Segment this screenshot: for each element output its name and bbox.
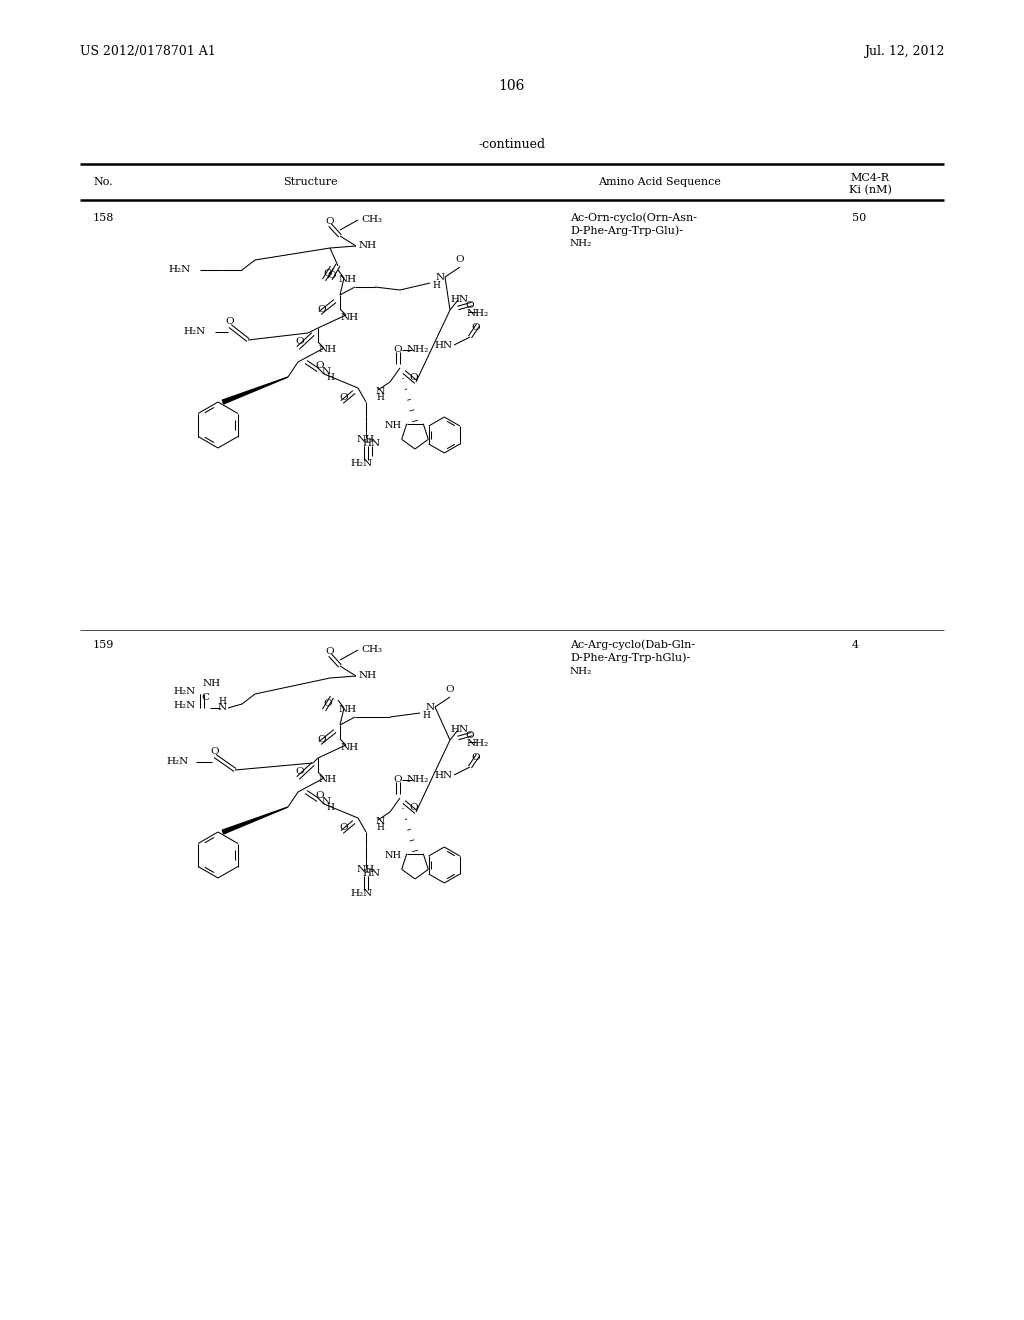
Text: N: N — [322, 367, 331, 376]
Text: 106: 106 — [499, 79, 525, 92]
Text: H: H — [376, 393, 384, 403]
Text: NH: NH — [203, 680, 221, 689]
Text: O: O — [326, 216, 334, 226]
Text: NH₂: NH₂ — [467, 309, 489, 318]
Text: H: H — [432, 281, 440, 289]
Text: NH: NH — [357, 436, 375, 445]
Text: NH₂: NH₂ — [570, 239, 592, 248]
Text: O: O — [315, 792, 325, 800]
Polygon shape — [222, 378, 288, 404]
Text: H₂N: H₂N — [351, 890, 373, 899]
Text: N: N — [435, 272, 444, 281]
Text: NH: NH — [341, 313, 359, 322]
Text: H: H — [326, 804, 334, 813]
Text: NH: NH — [384, 850, 401, 859]
Text: H: H — [218, 697, 226, 705]
Text: O: O — [324, 700, 333, 709]
Text: HN: HN — [435, 771, 453, 780]
Text: NH₂: NH₂ — [467, 739, 489, 748]
Text: O: O — [324, 269, 333, 279]
Text: O: O — [211, 747, 219, 756]
Polygon shape — [222, 807, 288, 834]
Text: No.: No. — [93, 177, 113, 187]
Text: O: O — [410, 804, 419, 813]
Text: H₂N: H₂N — [167, 758, 189, 767]
Text: O: O — [466, 731, 474, 741]
Text: Amino Acid Sequence: Amino Acid Sequence — [599, 177, 722, 187]
Text: HN: HN — [362, 870, 381, 879]
Text: US 2012/0178701 A1: US 2012/0178701 A1 — [80, 45, 216, 58]
Text: MC4-R: MC4-R — [851, 173, 890, 183]
Text: O: O — [317, 734, 327, 743]
Text: Ac-Arg-cyclo(Dab-Gln-: Ac-Arg-cyclo(Dab-Gln- — [570, 640, 695, 651]
Text: O: O — [317, 305, 327, 314]
Text: NH: NH — [318, 776, 337, 784]
Text: 4: 4 — [852, 640, 859, 649]
Text: D-Phe-Arg-Trp-hGlu)-: D-Phe-Arg-Trp-hGlu)- — [570, 652, 690, 663]
Text: NH: NH — [339, 705, 357, 714]
Text: HN: HN — [451, 296, 469, 305]
Text: Structure: Structure — [283, 177, 337, 187]
Text: O: O — [296, 338, 304, 346]
Text: NH: NH — [357, 866, 375, 874]
Text: H: H — [422, 710, 430, 719]
Text: NH₂: NH₂ — [570, 667, 592, 676]
Text: 158: 158 — [93, 213, 115, 223]
Text: O: O — [393, 346, 402, 355]
Text: H₂N: H₂N — [169, 265, 191, 275]
Text: Jul. 12, 2012: Jul. 12, 2012 — [863, 45, 944, 58]
Text: NH: NH — [341, 742, 359, 751]
Text: H₂N: H₂N — [174, 688, 197, 697]
Text: H₂N: H₂N — [174, 701, 197, 710]
Text: HN: HN — [435, 341, 453, 350]
Text: H₂N: H₂N — [184, 327, 206, 337]
Text: -continued: -continued — [478, 139, 546, 152]
Text: NH: NH — [384, 421, 401, 429]
Text: O: O — [393, 776, 402, 784]
Text: O: O — [296, 767, 304, 776]
Text: O: O — [340, 393, 348, 403]
Text: HN: HN — [362, 440, 381, 449]
Text: 50: 50 — [852, 213, 866, 223]
Text: NH: NH — [318, 346, 337, 355]
Text: H: H — [326, 374, 334, 383]
Text: O: O — [326, 647, 334, 656]
Text: O: O — [315, 362, 325, 371]
Text: O: O — [328, 272, 336, 281]
Text: O: O — [466, 301, 474, 310]
Text: H₂N: H₂N — [351, 459, 373, 469]
Text: NH: NH — [359, 242, 377, 251]
Text: O: O — [472, 752, 480, 762]
Text: N: N — [217, 704, 226, 713]
Text: 159: 159 — [93, 640, 115, 649]
Text: HN: HN — [451, 726, 469, 734]
Text: N: N — [376, 817, 385, 826]
Text: O: O — [472, 322, 480, 331]
Text: NH: NH — [339, 276, 357, 285]
Text: NH: NH — [359, 672, 377, 681]
Text: CH₃: CH₃ — [361, 215, 383, 224]
Text: O: O — [225, 318, 234, 326]
Text: NH₂: NH₂ — [407, 346, 429, 355]
Text: O: O — [410, 374, 419, 383]
Text: O: O — [456, 256, 464, 264]
Text: O: O — [340, 824, 348, 833]
Text: C: C — [201, 693, 209, 702]
Text: NH₂: NH₂ — [407, 776, 429, 784]
Text: Ki (nM): Ki (nM) — [849, 185, 892, 195]
Text: O: O — [445, 685, 455, 694]
Text: D-Phe-Arg-Trp-Glu)-: D-Phe-Arg-Trp-Glu)- — [570, 226, 683, 236]
Text: Ac-Orn-cyclo(Orn-Asn-: Ac-Orn-cyclo(Orn-Asn- — [570, 213, 697, 223]
Text: CH₃: CH₃ — [361, 645, 383, 655]
Text: N: N — [322, 797, 331, 807]
Text: H: H — [376, 824, 384, 833]
Text: N: N — [376, 388, 385, 396]
Text: N: N — [425, 702, 434, 711]
